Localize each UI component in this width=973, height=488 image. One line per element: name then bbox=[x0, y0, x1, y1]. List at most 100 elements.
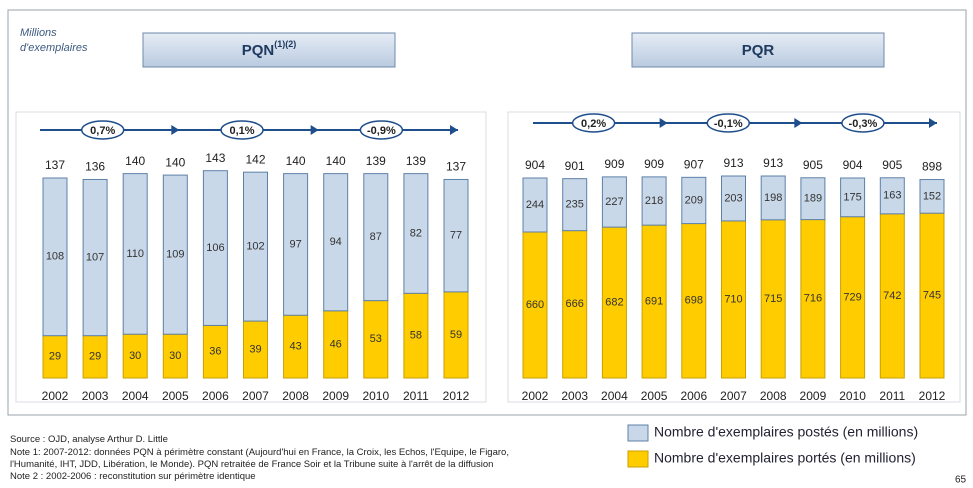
data-label: 152 bbox=[923, 190, 941, 202]
bar-segment bbox=[721, 220, 746, 379]
x-tick-label: 2002 bbox=[522, 389, 549, 403]
x-tick-label: 2011 bbox=[879, 389, 905, 403]
total-label: 137 bbox=[45, 158, 65, 172]
bar-segment bbox=[243, 171, 268, 322]
total-label: 901 bbox=[565, 159, 585, 173]
data-label: 244 bbox=[526, 199, 544, 211]
legend-swatch bbox=[627, 424, 649, 442]
x-tick-label: 2009 bbox=[800, 389, 827, 403]
x-tick-label: 2003 bbox=[82, 389, 109, 403]
data-label: 716 bbox=[804, 293, 822, 305]
data-label: 30 bbox=[169, 350, 181, 362]
growth-label: -0,1% bbox=[714, 118, 743, 130]
x-tick-label: 2003 bbox=[561, 389, 588, 403]
x-tick-label: 2006 bbox=[202, 389, 229, 403]
arrow-head bbox=[929, 118, 937, 128]
x-tick-label: 2010 bbox=[362, 389, 389, 403]
total-label: 907 bbox=[684, 158, 704, 172]
bar-segment bbox=[681, 176, 707, 225]
growth-label: -0,9% bbox=[367, 125, 396, 137]
data-label: 46 bbox=[330, 338, 342, 350]
x-tick-label: 2011 bbox=[403, 389, 429, 403]
data-label: 82 bbox=[410, 227, 422, 239]
bar-segment bbox=[840, 216, 866, 379]
data-label: 108 bbox=[46, 251, 64, 263]
data-label: 163 bbox=[883, 190, 901, 202]
chart-title: PQN(1)(2) bbox=[242, 39, 297, 59]
data-label: 59 bbox=[450, 329, 462, 341]
total-label: 140 bbox=[286, 154, 306, 168]
data-label: 742 bbox=[883, 290, 901, 302]
growth-label: 0,2% bbox=[581, 118, 606, 130]
x-tick-label: 2007 bbox=[720, 389, 747, 403]
total-label: 140 bbox=[165, 155, 185, 169]
data-label: 175 bbox=[843, 191, 861, 203]
data-label: 106 bbox=[206, 242, 224, 254]
data-label: 77 bbox=[450, 230, 462, 242]
data-label: 30 bbox=[129, 350, 141, 362]
bar-segment bbox=[522, 231, 548, 379]
x-tick-label: 2005 bbox=[162, 389, 189, 403]
data-label: 36 bbox=[209, 346, 221, 358]
bar-segment bbox=[721, 175, 746, 222]
bar-segment bbox=[403, 173, 429, 294]
bar-segment bbox=[283, 314, 309, 379]
title-text: PQN bbox=[242, 42, 275, 59]
data-label: 109 bbox=[166, 249, 184, 261]
bar-segment bbox=[323, 310, 349, 379]
data-label: 691 bbox=[645, 295, 663, 307]
data-label: 102 bbox=[246, 241, 264, 253]
data-label: 218 bbox=[645, 195, 663, 207]
bar-segment bbox=[122, 333, 148, 379]
growth-oval bbox=[80, 120, 125, 140]
bar-segment bbox=[681, 223, 707, 379]
arrow-head bbox=[171, 125, 180, 135]
bar-segment bbox=[403, 292, 429, 379]
arrow-head bbox=[794, 118, 803, 128]
header-box bbox=[142, 32, 396, 68]
data-label: 715 bbox=[764, 293, 782, 305]
bar-segment bbox=[42, 177, 68, 337]
total-label: 904 bbox=[843, 158, 863, 172]
bar-segment bbox=[840, 177, 866, 218]
total-label: 136 bbox=[85, 160, 105, 174]
bar-segment bbox=[283, 173, 309, 316]
total-label: 909 bbox=[604, 157, 624, 171]
data-label: 682 bbox=[605, 296, 623, 308]
data-label: 235 bbox=[566, 199, 584, 211]
x-tick-label: 2005 bbox=[641, 389, 668, 403]
total-label: 909 bbox=[644, 157, 664, 171]
data-label: 39 bbox=[249, 343, 261, 355]
total-label: 143 bbox=[205, 151, 225, 165]
total-label: 905 bbox=[803, 158, 823, 172]
arrow-head bbox=[659, 118, 668, 128]
x-tick-label: 2004 bbox=[601, 389, 628, 403]
x-tick-label: 2008 bbox=[760, 389, 787, 403]
growth-label: -0,3% bbox=[849, 118, 878, 130]
total-label: 898 bbox=[922, 160, 942, 174]
bar-segment bbox=[879, 177, 905, 215]
arrow-head bbox=[310, 125, 319, 135]
growth-label: 0,1% bbox=[229, 125, 254, 137]
bar-segment bbox=[800, 219, 826, 379]
growth-oval bbox=[571, 113, 616, 133]
bar-segment bbox=[363, 173, 389, 302]
bar-segment bbox=[522, 177, 548, 233]
bar-segment bbox=[122, 173, 148, 335]
data-label: 53 bbox=[370, 333, 382, 345]
data-label: 666 bbox=[566, 298, 584, 310]
total-label: 913 bbox=[723, 156, 743, 170]
unit-label: d'exemplaires bbox=[20, 42, 88, 54]
data-label: 94 bbox=[330, 236, 342, 248]
data-label: 189 bbox=[804, 193, 822, 205]
bar-segment bbox=[641, 224, 667, 379]
bar-segment bbox=[800, 177, 826, 221]
data-label: 729 bbox=[843, 291, 861, 303]
unit-label: Millions bbox=[20, 27, 57, 39]
total-label: 139 bbox=[406, 154, 426, 168]
total-label: 140 bbox=[125, 154, 145, 168]
x-tick-label: 2002 bbox=[42, 389, 69, 403]
header-box bbox=[631, 32, 885, 68]
x-tick-label: 2012 bbox=[443, 389, 470, 403]
